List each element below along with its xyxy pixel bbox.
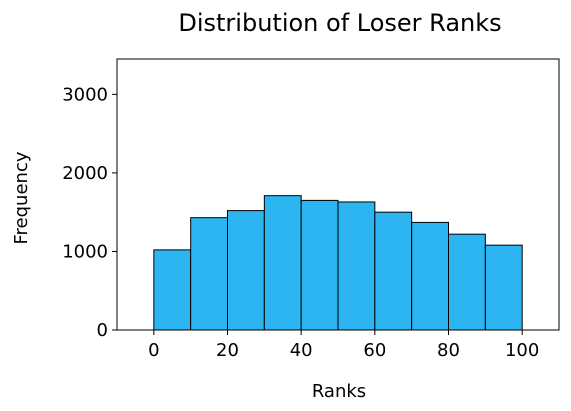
histogram-bar-0	[153, 249, 192, 331]
histogram-bar-3	[263, 195, 302, 331]
x-tick-label-0: 0	[148, 340, 159, 361]
x-tick-label-2: 40	[290, 340, 313, 361]
chart-title: Distribution of Loser Ranks	[178, 9, 501, 37]
histogram-bar-4	[300, 199, 339, 331]
x-axis-ticks: 0 20 40 60 80 100	[148, 330, 539, 361]
histogram-bar-1	[190, 217, 229, 331]
histogram-bar-5	[337, 201, 376, 331]
bars-group	[153, 195, 523, 331]
y-tick-label-0: 0	[97, 320, 108, 341]
histogram-bar-8	[448, 233, 486, 331]
y-tick-label-2: 2000	[62, 163, 108, 184]
y-tick-label-3: 3000	[62, 84, 108, 105]
histogram-bar-6	[374, 211, 413, 331]
x-axis-label: Ranks	[312, 381, 366, 402]
x-tick-label-5: 100	[505, 340, 539, 361]
y-axis-ticks: 0 1000 2000 3000	[62, 84, 117, 341]
histogram-bar-7	[411, 221, 449, 331]
x-tick-label-4: 80	[437, 340, 460, 361]
histogram-bar-9	[484, 244, 523, 331]
x-tick-label-3: 60	[363, 340, 386, 361]
x-tick-label-1: 20	[216, 340, 239, 361]
plot-frame	[116, 58, 560, 331]
y-tick-label-1: 1000	[62, 241, 108, 262]
histogram-bar-2	[227, 210, 265, 331]
y-axis-label: Frequency	[11, 151, 32, 244]
